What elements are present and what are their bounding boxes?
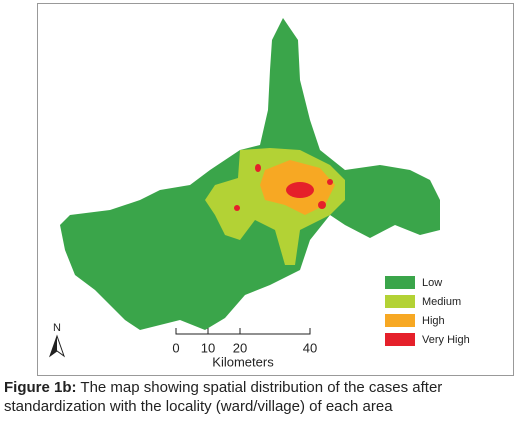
legend: Low Medium High Very High xyxy=(385,276,470,346)
north-arrow-half xyxy=(50,336,57,356)
legend-swatch xyxy=(385,295,415,308)
scale-tick: 0 xyxy=(172,340,179,355)
region-very-high xyxy=(234,164,333,211)
caption-line: Figure 1b: The map showing spatial distr… xyxy=(4,378,519,397)
legend-label: Low xyxy=(422,277,442,289)
caption: Figure 1b: The map showing spatial distr… xyxy=(4,378,519,416)
hotspot xyxy=(286,182,314,198)
map-figure: Low Medium High Very High 0 10 20 40 Kilome… xyxy=(37,3,514,376)
caption-label: Figure 1b: xyxy=(4,379,77,396)
north-label: N xyxy=(53,322,61,334)
scale-tick: 40 xyxy=(303,340,317,355)
legend-swatch xyxy=(385,314,415,327)
scale-tick: 10 xyxy=(201,340,215,355)
hotspot xyxy=(318,201,326,209)
legend-swatch xyxy=(385,276,415,289)
legend-label: Very High xyxy=(422,334,470,346)
legend-label: High xyxy=(422,315,445,327)
caption-text: The map showing spatial distribution of … xyxy=(80,379,443,396)
legend-label: Medium xyxy=(422,296,461,308)
caption-line: standardization with the locality (ward/… xyxy=(4,398,393,415)
hotspot xyxy=(327,179,333,185)
scale-tick: 20 xyxy=(233,340,247,355)
scale-bar xyxy=(175,328,311,335)
scale-bar-line xyxy=(175,328,311,335)
hotspot xyxy=(255,164,261,172)
scale-unit: Kilometers xyxy=(212,354,274,369)
hotspot xyxy=(234,205,240,211)
legend-swatch xyxy=(385,333,415,346)
